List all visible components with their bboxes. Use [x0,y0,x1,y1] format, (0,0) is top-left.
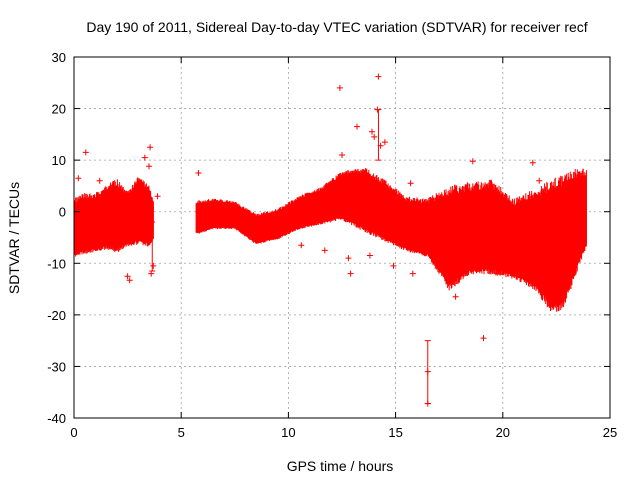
data-point [339,152,345,158]
data-point [195,170,202,176]
data-point [369,128,375,135]
x-tick-label: 20 [496,425,510,440]
data-point [141,154,148,161]
data-point [480,335,487,342]
data-point [150,262,157,269]
data-point [375,73,382,80]
data-point [298,242,305,249]
data-point [366,252,373,259]
chart-title: Day 190 of 2011, Sidereal Day-to-day VTE… [86,19,587,35]
data-point [377,142,384,149]
data-point [82,149,89,156]
x-tick-label: 10 [281,425,295,440]
data-point [126,277,133,284]
data-point [154,193,161,200]
data-point [536,177,543,184]
data-point [146,163,152,170]
x-tick-label: 0 [70,425,77,440]
y-tick-label: 30 [52,50,66,65]
data-point [354,123,360,130]
data-point [124,273,131,280]
y-tick-label: -20 [47,308,66,323]
data-point [147,144,154,151]
y-tick-label: 20 [52,102,66,117]
y-tick-label: 10 [52,153,66,168]
data-point [96,177,103,184]
y-tick-label: -10 [47,256,66,271]
data-point [568,234,575,241]
data-point [409,270,416,277]
x-tick-label: 15 [388,425,402,440]
data-point [424,368,431,375]
data-point [374,106,381,113]
data-point [469,158,476,165]
data-layer [73,73,587,407]
data-point [347,270,354,277]
y-tick-label: -30 [47,359,66,374]
x-axis-ticks: 0 5 10 15 20 25 [70,57,617,440]
y-tick-label: -40 [47,411,66,426]
data-point [424,400,431,407]
y-axis-ticks: -40 -30 -20 -10 0 10 20 30 [47,50,610,426]
data-point [452,293,459,300]
x-axis-label: GPS time / hours [287,458,394,474]
plot-frame [73,56,611,419]
y-axis-label: SDTVAR / TECUs [6,182,22,294]
data-point [75,175,82,182]
data-point [345,255,352,262]
data-point [532,275,538,282]
data-point [321,247,328,254]
y-tick-label: 0 [59,205,66,220]
data-point [336,84,343,91]
data-point [371,133,378,140]
x-tick-label: 5 [178,425,185,440]
data-point [390,262,397,269]
data-point [381,139,388,146]
x-tick-label: 25 [603,425,617,440]
data-point [407,180,414,187]
data-point [504,262,511,269]
data-point [529,159,536,166]
data-point [148,270,155,277]
